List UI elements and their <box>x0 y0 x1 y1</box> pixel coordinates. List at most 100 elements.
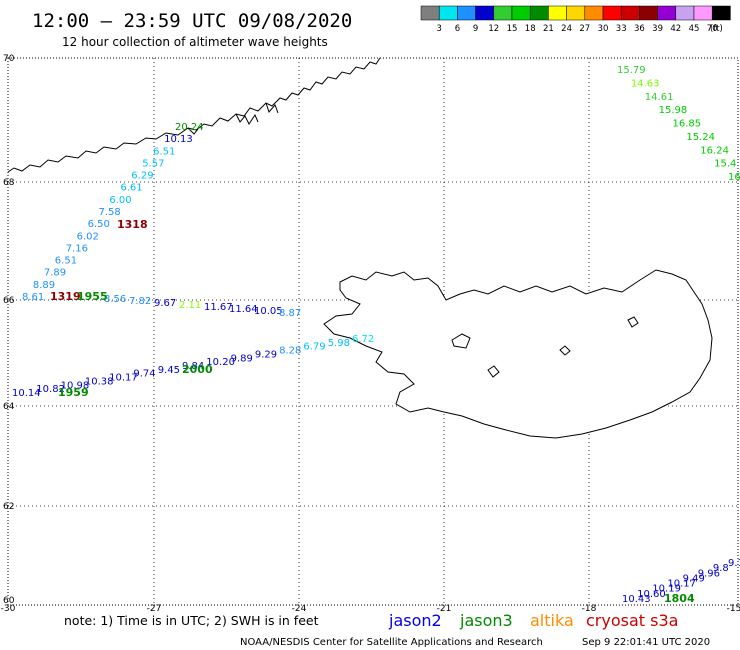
wave-height-value: 8.87 <box>279 308 301 319</box>
wave-height-value: 10.20 <box>206 357 235 368</box>
legend-swatch <box>711 5 731 21</box>
legend-label: 18 <box>525 24 536 34</box>
longitude-label: -21 <box>437 604 452 614</box>
map-frame <box>7 57 739 606</box>
footer-timestamp: Sep 9 22:01:41 UTC 2020 <box>582 637 710 648</box>
wave-height-value: 9.49 <box>683 573 705 584</box>
wave-height-value: 9.74 <box>133 369 155 380</box>
wave-height-value: 10.43 <box>622 594 651 605</box>
wave-height-value: 6.00 <box>109 195 131 206</box>
longitude-label: -18 <box>582 604 597 614</box>
legend-label: 27 <box>579 24 590 34</box>
wave-height-value: 7.89 <box>44 268 66 279</box>
legend-label: 36 <box>634 24 645 34</box>
mission-label: jason2 <box>388 611 442 630</box>
wave-height-value: 6.02 <box>77 231 99 242</box>
wave-height-value: 10.17 <box>109 373 138 384</box>
wave-height-value: 11.67 <box>204 302 233 313</box>
wave-height-value: 10.60 <box>637 589 666 600</box>
mission-label: altika <box>530 611 574 630</box>
legend-label: 33 <box>616 24 627 34</box>
legend-label: 3 <box>436 24 441 34</box>
pass-time-label: 1959 <box>58 386 89 399</box>
legend-label: 12 <box>488 24 499 34</box>
longitude-label: -30 <box>1 604 16 614</box>
latitude-label: 64 <box>3 402 15 412</box>
legend-label: 42 <box>670 24 681 34</box>
wave-height-value: 10.19 <box>652 584 681 595</box>
legend-label: 39 <box>652 24 663 34</box>
pass-time-label: 2000 <box>182 363 213 376</box>
wave-height-value: 10.38 <box>85 376 114 387</box>
latitude-label: 68 <box>3 178 15 188</box>
latitude-label: 66 <box>3 296 15 306</box>
wave-height-value: 6.51 <box>153 146 175 157</box>
legend-label: 70 <box>707 24 718 34</box>
wave-height-legend: 3 6 9 12 15 18 21 24 27 30 33 36 39 42 45 70 <box>420 5 731 34</box>
legend-unit: (ft) <box>710 24 723 34</box>
legend-swatch <box>639 5 658 21</box>
wave-height-value: 8.56 <box>104 294 126 305</box>
wave-height-value: 6.61 <box>120 183 142 194</box>
wave-height-value: 11.64 <box>229 304 258 315</box>
legend-label: 24 <box>561 24 572 34</box>
greenland-coastline <box>7 57 381 173</box>
wave-height-value: 14.63 <box>631 78 660 89</box>
wave-height-value: 9.89 <box>231 353 253 364</box>
wave-height-value: 7.58 <box>99 207 121 218</box>
wave-height-value: 10.13 <box>164 134 193 145</box>
wave-height-value: 10.82 <box>36 384 65 395</box>
legend-label: 9 <box>473 24 478 34</box>
wave-height-value: 10.98 <box>61 380 90 391</box>
wave-height-value: 6.79 <box>303 342 325 353</box>
legend-swatch <box>529 5 549 21</box>
wave-height-value: 8.89 <box>33 280 55 291</box>
iceland-coastline <box>323 269 713 439</box>
legend-swatch <box>420 5 440 21</box>
wave-height-value: 8.28 <box>279 346 301 357</box>
legend-swatch <box>566 5 586 21</box>
latitude-label: 62 <box>3 502 14 512</box>
wave-height-value: 10.17 <box>667 579 696 590</box>
legend-swatch <box>548 5 567 21</box>
wave-height-value: 10.14 <box>12 388 41 399</box>
legend-label: 30 <box>598 24 609 34</box>
longitude-label: -15 <box>727 604 740 614</box>
wave-height-value: 15.98 <box>659 105 688 116</box>
wave-height-value: 16.85 <box>673 119 702 130</box>
legend-swatch <box>620 5 640 21</box>
wave-height-value: 7.16 <box>66 243 88 254</box>
wave-height-value: 5.57 <box>142 158 164 169</box>
wave-height-value: 10.05 <box>254 306 283 317</box>
pass-time-label: 1804 <box>664 592 695 605</box>
footer-note: note: 1) Time is in UTC; 2) SWH is in fe… <box>64 613 319 628</box>
wave-height-value: 9.29 <box>255 349 277 360</box>
wave-height-value: 5.98 <box>328 338 350 349</box>
legend-swatch <box>475 5 495 21</box>
latitude-label: 70 <box>3 54 15 64</box>
map-title: 12:00 – 23:59 UTC 09/08/2020 <box>32 10 352 32</box>
legend-label: 6 <box>455 24 460 34</box>
map-subtitle: 12 hour collection of altimeter wave hei… <box>62 35 328 49</box>
wave-height-value: 6.72 <box>352 334 374 345</box>
legend-swatch <box>438 5 458 21</box>
wave-height-value: 6.29 <box>131 171 153 182</box>
longitude-label: -24 <box>292 604 307 614</box>
wave-height-value: 15.24 <box>686 132 715 143</box>
wave-height-value: 16 <box>728 172 740 183</box>
altimeter-tracks: 20.2410.136.515.576.296.616.007.586.506.… <box>12 65 740 605</box>
wave-height-value: 8.61 <box>22 292 44 303</box>
legend-swatch <box>511 5 531 21</box>
wave-height-value: 9.67 <box>154 298 176 309</box>
wave-height-value: 9.84 <box>182 361 204 372</box>
wave-height-value: 9.1 <box>728 558 740 569</box>
pass-time-label: 1955 <box>77 290 108 303</box>
legend-swatch <box>657 5 677 21</box>
wave-height-value: 15.79 <box>617 65 646 76</box>
latitude-label: 60 <box>3 596 15 606</box>
wave-height-value: 6.50 <box>88 219 110 230</box>
legend-swatch <box>493 5 513 21</box>
footer-credit: NOAA/NESDIS Center for Satellite Applica… <box>240 637 543 648</box>
wave-height-value: 7.82 <box>129 296 151 307</box>
